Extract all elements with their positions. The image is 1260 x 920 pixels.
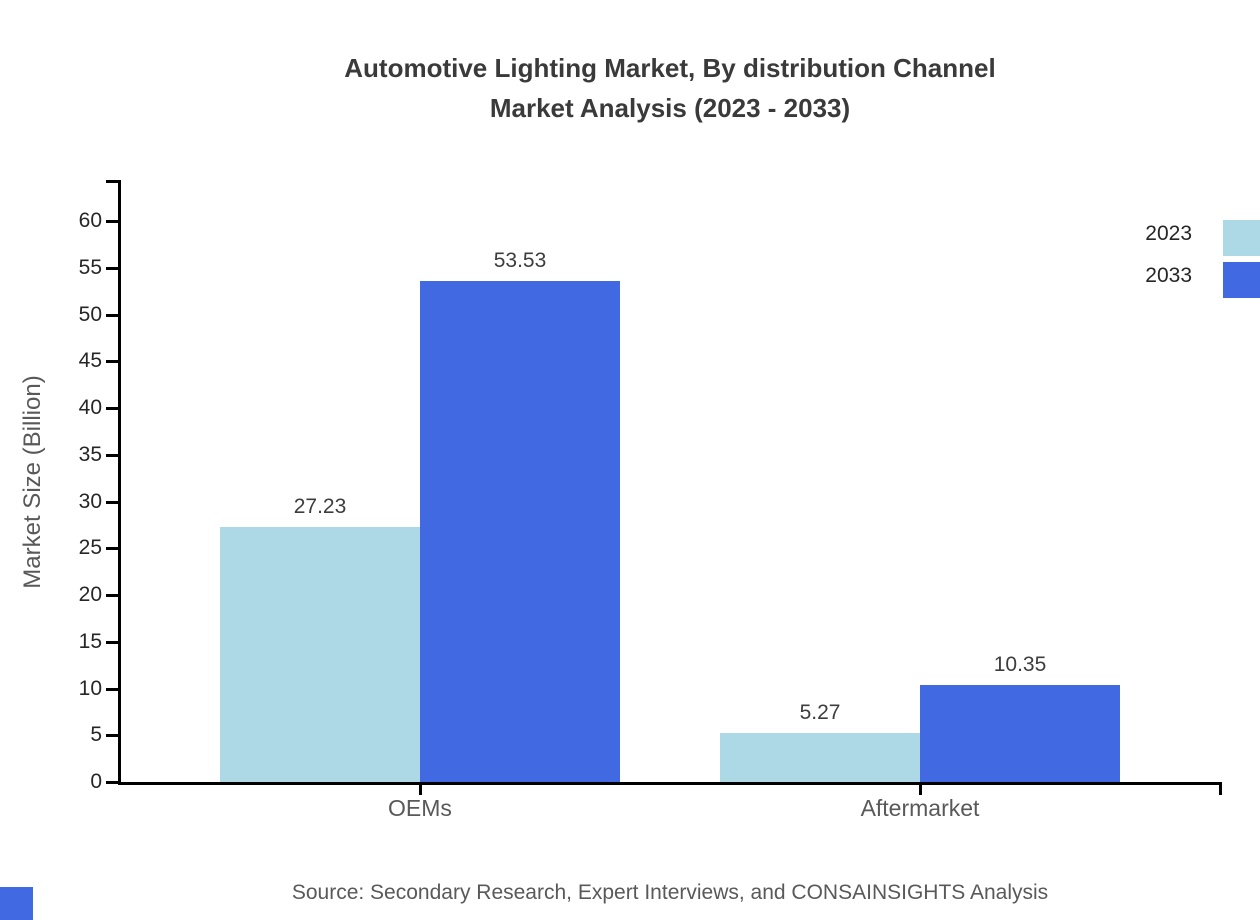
bar-value-label: 5.27 bbox=[799, 700, 841, 724]
y-tick-mark bbox=[106, 547, 118, 551]
chart-title-line1: Automotive Lighting Market, By distribut… bbox=[344, 53, 996, 83]
x-tick-mark bbox=[918, 785, 922, 795]
y-tick-label: 55 bbox=[78, 255, 102, 279]
bar-Aftermarket-2023 bbox=[720, 732, 920, 782]
y-tick-label: 5 bbox=[90, 723, 102, 747]
bar-value-label: 10.35 bbox=[993, 653, 1047, 677]
legend-swatch-2033 bbox=[1223, 262, 1260, 298]
y-axis-title: Market Size (Billion) bbox=[19, 375, 46, 589]
y-axis-spine bbox=[118, 180, 121, 785]
y-tick-mark bbox=[106, 687, 118, 691]
y-axis-top-cap bbox=[106, 180, 121, 183]
x-axis-end-cap bbox=[1219, 782, 1222, 795]
y-tick-label: 20 bbox=[78, 583, 102, 606]
y-tick-mark bbox=[106, 407, 118, 410]
y-tick-mark bbox=[106, 781, 118, 784]
y-tick-label: 15 bbox=[78, 629, 102, 653]
brand-logo-square bbox=[0, 887, 33, 920]
bar-OEMs-2033 bbox=[420, 281, 620, 782]
source-note: Source: Secondary Research, Expert Inter… bbox=[291, 881, 1049, 904]
y-tick-label: 35 bbox=[78, 442, 102, 466]
y-tick-label: 40 bbox=[78, 396, 102, 419]
x-axis-spine bbox=[118, 782, 1222, 785]
y-tick-mark bbox=[106, 360, 118, 364]
legend-label-2033: 2033 bbox=[1145, 264, 1192, 287]
x-category-label: Aftermarket bbox=[860, 795, 980, 821]
legend-swatch-2023 bbox=[1223, 220, 1260, 256]
chart-title: Automotive Lighting Market, By distribut… bbox=[120, 48, 1220, 128]
y-tick-label: 60 bbox=[78, 209, 102, 232]
y-tick-mark bbox=[106, 640, 118, 644]
y-tick-mark bbox=[106, 266, 118, 270]
chart-title-line2: Market Analysis (2023 - 2033) bbox=[489, 93, 851, 123]
y-tick-label: 50 bbox=[78, 302, 102, 326]
bar-value-label: 53.53 bbox=[493, 249, 547, 273]
y-tick-mark bbox=[106, 220, 118, 223]
bar-value-label: 27.23 bbox=[293, 495, 347, 519]
y-tick-label: 45 bbox=[78, 349, 102, 373]
bar-Aftermarket-2033 bbox=[920, 685, 1120, 782]
legend-label-2023: 2023 bbox=[1145, 222, 1192, 245]
y-tick-mark bbox=[106, 734, 118, 738]
y-tick-mark bbox=[106, 500, 118, 504]
y-tick-label: 10 bbox=[78, 676, 102, 700]
x-category-label: OEMs bbox=[388, 795, 452, 821]
y-tick-mark bbox=[106, 453, 118, 457]
y-tick-label: 25 bbox=[78, 536, 102, 560]
y-tick-label: 30 bbox=[78, 489, 102, 513]
y-tick-label: 0 bbox=[90, 770, 102, 793]
y-tick-mark bbox=[106, 313, 118, 317]
bar-OEMs-2023 bbox=[220, 527, 420, 782]
y-tick-mark bbox=[106, 594, 118, 597]
x-tick-mark bbox=[418, 785, 422, 795]
